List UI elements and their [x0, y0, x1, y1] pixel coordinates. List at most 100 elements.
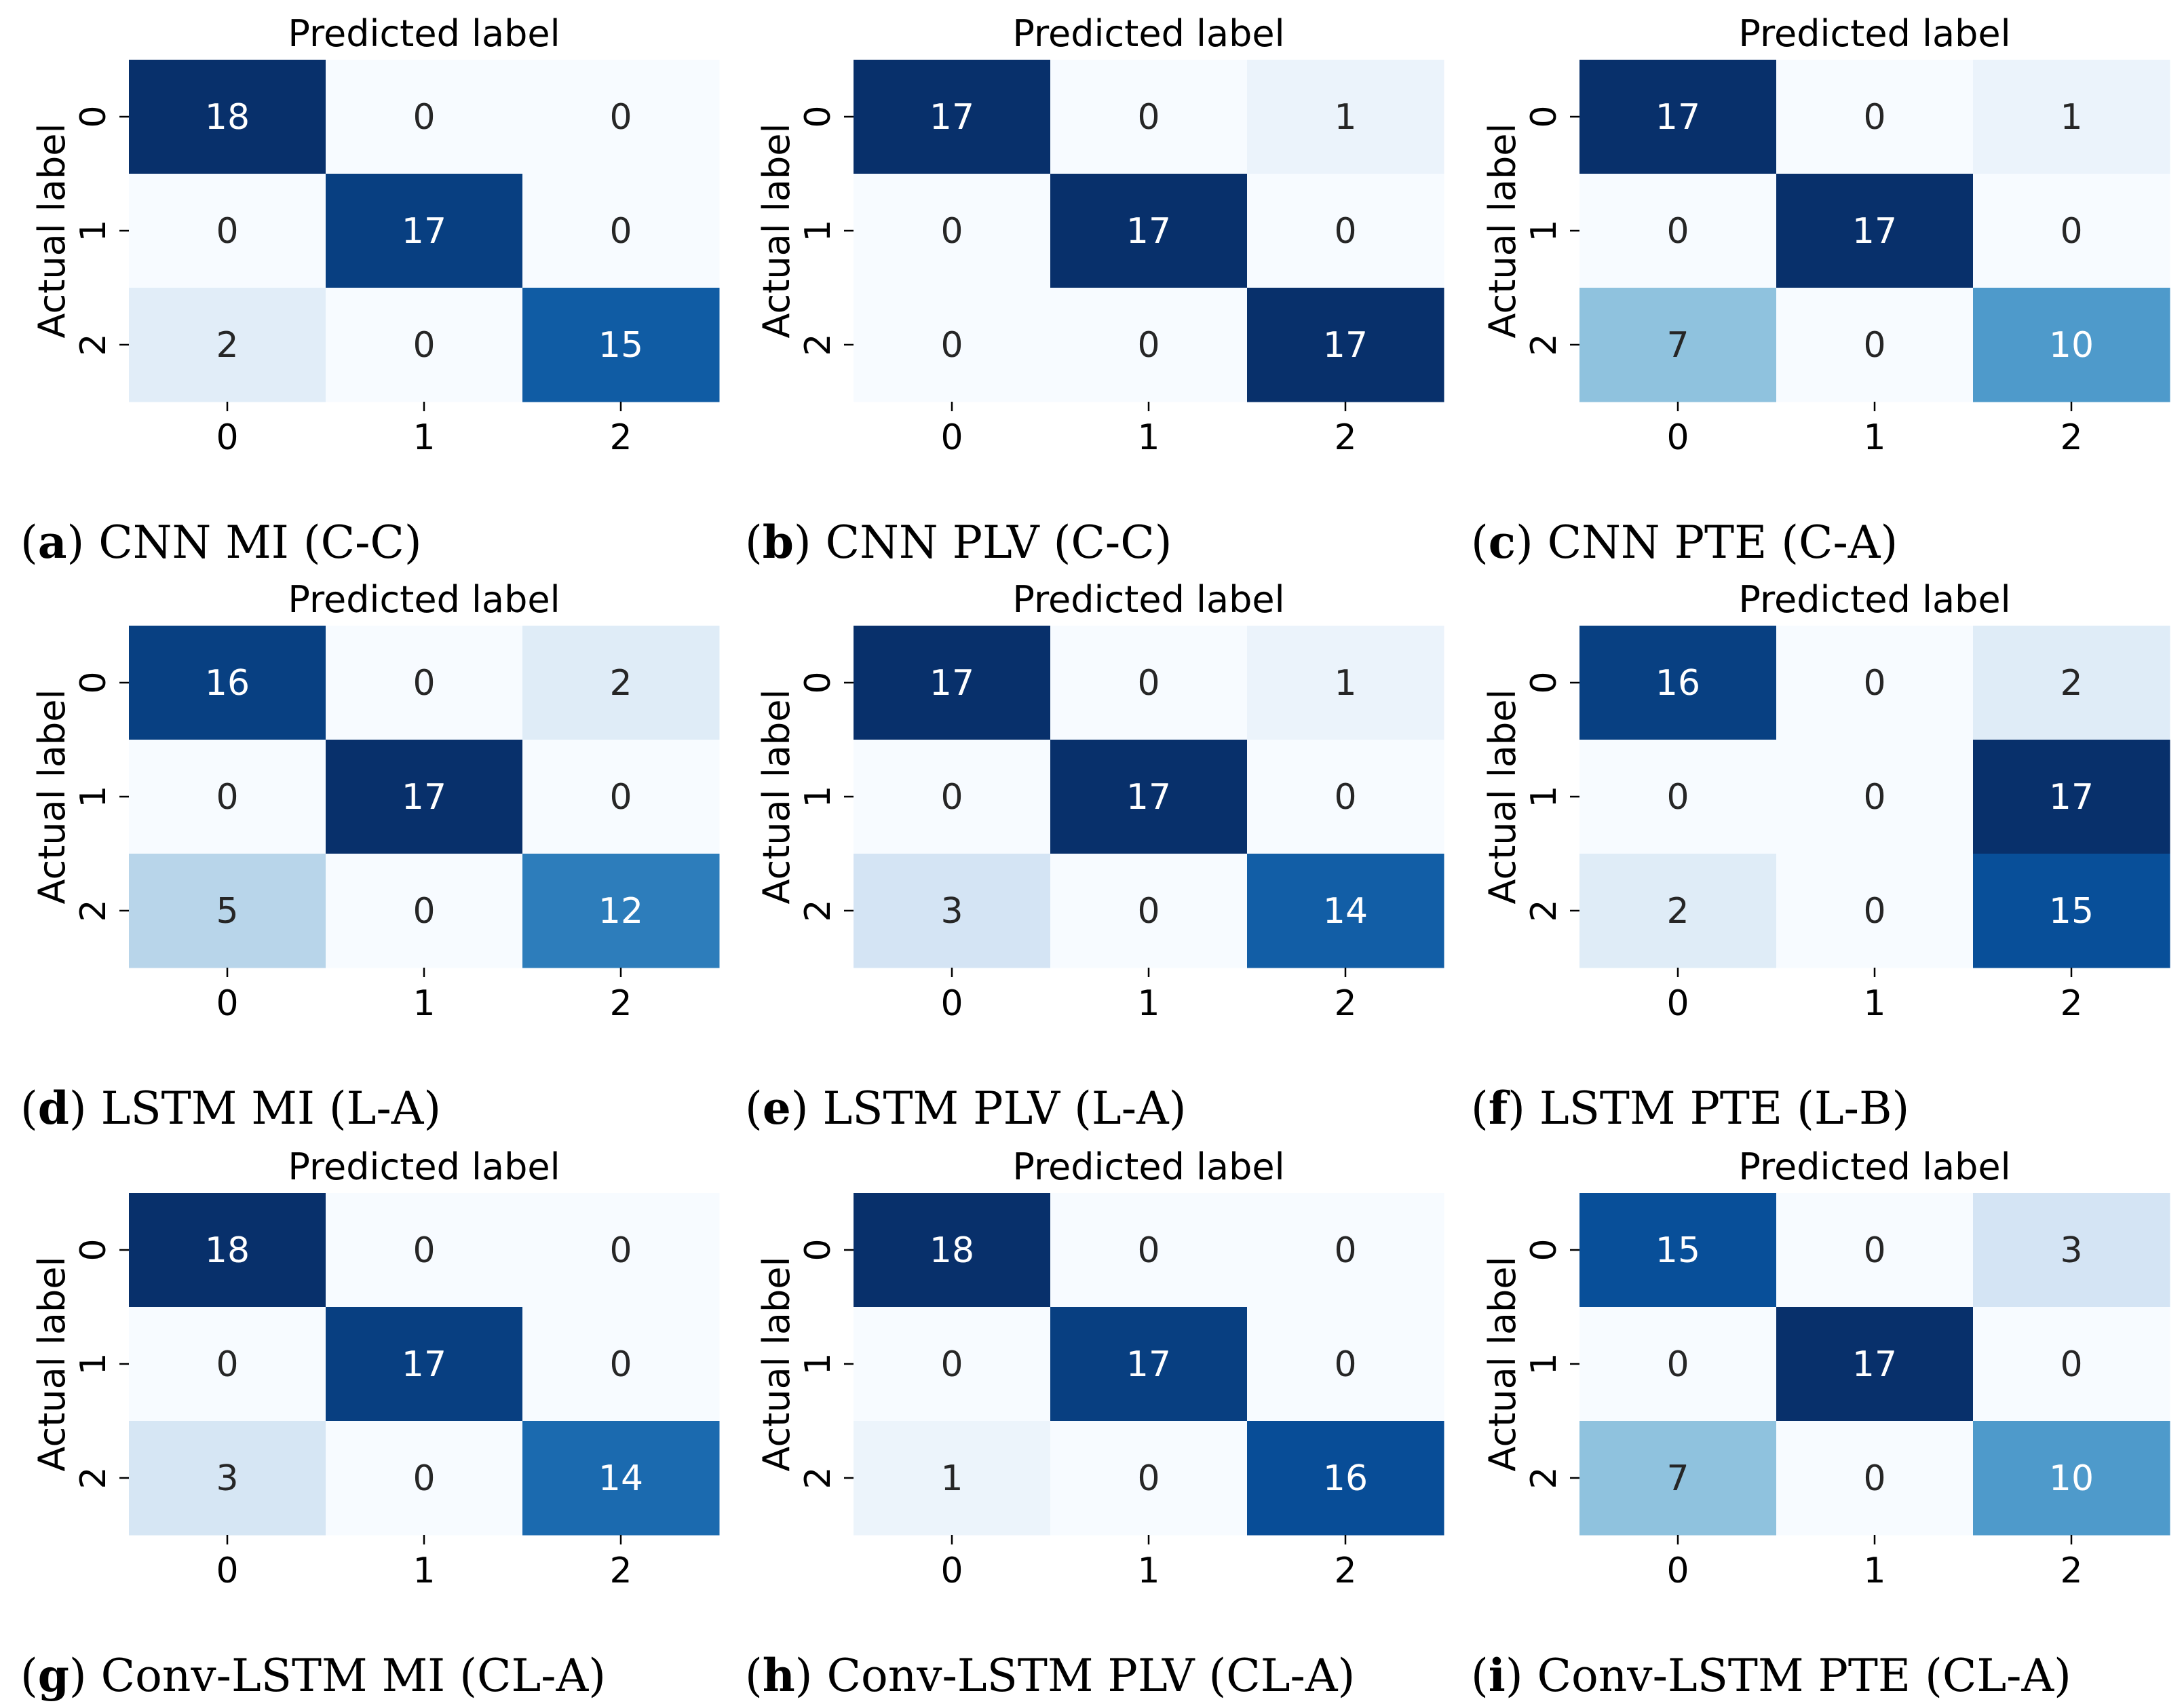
cell-value-g-0-2: 0: [609, 1230, 632, 1271]
cell-value-d-1-0: 0: [216, 777, 238, 818]
x-tick-label-b-0: 0: [940, 417, 963, 458]
caption-a: (a) CNN MI (C-C): [20, 516, 422, 569]
caption-open-paren: (: [20, 1650, 38, 1702]
cell-value-b-1-1: 17: [1126, 211, 1171, 252]
caption-d: (d) LSTM MI (L-A): [20, 1082, 441, 1135]
predicted-label-c: Predicted label: [1738, 12, 2010, 55]
heatmap-cell-g-2-1: [326, 1421, 523, 1536]
y-tick-label-i-2: 2: [1524, 1466, 1565, 1489]
caption-text: ) Conv-LSTM MI (CL-A): [69, 1650, 606, 1702]
cell-value-f-2-1: 0: [1863, 891, 1885, 932]
heatmap-cell-d-1-2: [522, 740, 720, 854]
heatmap-cell-a-0-2: [522, 60, 720, 174]
caption-open-paren: (: [20, 516, 38, 569]
cell-value-e-2-2: 14: [1323, 891, 1368, 932]
heatmap-cell-f-2-1: [1776, 854, 1974, 968]
heatmap-cell-f-0-1: [1776, 626, 1974, 740]
heatmap-cell-a-0-0: [129, 60, 326, 174]
heatmap-cell-d-2-1: [326, 854, 523, 968]
heatmap-cell-e-0-2: [1247, 626, 1444, 740]
heatmap-cell-g-2-0: [129, 1421, 326, 1536]
cell-value-h-1-0: 0: [940, 1344, 963, 1385]
heatmap-cell-i-1-2: [1973, 1307, 2170, 1422]
cell-value-i-1-0: 0: [1666, 1344, 1689, 1385]
cell-value-b-2-2: 17: [1323, 325, 1368, 366]
cell-value-a-0-1: 0: [413, 97, 435, 138]
cell-value-b-0-1: 0: [1137, 97, 1160, 138]
y-tick-label-d-0: 0: [73, 671, 114, 694]
heatmap-cell-g-0-1: [326, 1193, 523, 1308]
cell-value-e-1-2: 0: [1334, 777, 1356, 818]
caption-open-paren: (: [745, 516, 763, 569]
heatmap-cell-e-2-1: [1050, 854, 1248, 968]
cell-value-b-1-2: 0: [1334, 211, 1356, 252]
caption-open-paren: (: [1471, 1650, 1489, 1702]
caption-open-paren: (: [1471, 516, 1489, 569]
cell-value-d-0-0: 16: [205, 663, 250, 704]
cell-value-h-2-2: 16: [1323, 1458, 1368, 1499]
cell-value-c-1-1: 17: [1852, 211, 1897, 252]
cell-value-f-1-1: 0: [1863, 777, 1885, 818]
x-tick-label-h-0: 0: [940, 1551, 963, 1591]
predicted-label-i: Predicted label: [1738, 1145, 2010, 1188]
x-tick-label-d-0: 0: [216, 983, 238, 1024]
x-tick-label-f-2: 2: [2060, 983, 2082, 1024]
cell-value-d-0-2: 2: [609, 663, 632, 704]
cell-value-h-1-2: 0: [1334, 1344, 1356, 1385]
cell-value-c-0-2: 1: [2060, 97, 2082, 138]
caption-g: (g) Conv-LSTM MI (CL-A): [20, 1649, 606, 1702]
cell-value-c-1-0: 0: [1666, 211, 1689, 252]
caption-open-paren: (: [745, 1650, 763, 1702]
cell-value-e-2-1: 0: [1137, 891, 1160, 932]
cell-value-b-1-0: 0: [940, 211, 963, 252]
cell-value-g-1-0: 0: [216, 1344, 238, 1385]
heatmap-cell-g-1-2: [522, 1307, 720, 1422]
actual-label-c: Actual label: [1481, 124, 1524, 339]
cell-value-g-1-2: 0: [609, 1344, 632, 1385]
cell-value-g-2-2: 14: [598, 1458, 643, 1499]
caption-text: ) LSTM MI (L-A): [69, 1082, 441, 1135]
cell-value-f-2-2: 15: [2049, 891, 2094, 932]
heatmap-cell-f-1-2: [1973, 740, 2170, 854]
x-tick-label-d-1: 1: [413, 983, 435, 1024]
heatmap-cell-h-2-1: [1050, 1421, 1248, 1536]
cell-value-h-1-1: 17: [1126, 1344, 1171, 1385]
y-tick-label-c-0: 0: [1524, 105, 1565, 128]
cell-value-f-0-2: 2: [2060, 663, 2082, 704]
predicted-label-e: Predicted label: [1012, 578, 1284, 621]
x-tick-label-c-1: 1: [1863, 417, 1885, 458]
heatmap-cell-a-1-2: [522, 174, 720, 288]
heatmap-cell-g-1-1: [326, 1307, 523, 1422]
caption-text: ) Conv-LSTM PTE (CL-A): [1506, 1650, 2071, 1702]
heatmap-cell-i-2-0: [1579, 1421, 1777, 1536]
x-tick-label-e-2: 2: [1334, 983, 1356, 1024]
heatmap-cell-i-0-1: [1776, 1193, 1974, 1308]
x-tick-label-a-0: 0: [216, 417, 238, 458]
heatmap-cell-b-2-1: [1050, 288, 1248, 402]
caption-panel-letter: d: [38, 1082, 69, 1135]
y-tick-label-g-1: 1: [73, 1352, 114, 1375]
caption-open-paren: (: [20, 1082, 38, 1135]
cell-value-c-2-1: 0: [1863, 325, 1885, 366]
heatmap-cell-b-2-2: [1247, 288, 1444, 402]
heatmap-cell-a-2-0: [129, 288, 326, 402]
caption-panel-letter: a: [38, 516, 67, 569]
x-tick-label-e-1: 1: [1137, 983, 1160, 1024]
heatmap-cell-f-1-1: [1776, 740, 1974, 854]
caption-text: ) Conv-LSTM PLV (CL-A): [795, 1650, 1356, 1702]
cell-value-i-2-0: 7: [1666, 1458, 1689, 1499]
y-tick-label-a-0: 0: [73, 105, 114, 128]
y-tick-label-d-1: 1: [73, 785, 114, 808]
cell-value-g-0-1: 0: [413, 1230, 435, 1271]
heatmap-cell-f-1-0: [1579, 740, 1777, 854]
heatmap-cell-c-0-1: [1776, 60, 1974, 174]
x-tick-label-g-2: 2: [609, 1551, 632, 1591]
caption-b: (b) CNN PLV (C-C): [745, 516, 1172, 569]
cell-value-g-1-1: 17: [402, 1344, 446, 1385]
y-tick-label-e-0: 0: [798, 671, 839, 694]
cell-value-i-0-2: 3: [2060, 1230, 2082, 1271]
cell-value-f-0-0: 16: [1655, 663, 1700, 704]
heatmap-cell-d-0-1: [326, 626, 523, 740]
caption-c: (c) CNN PTE (C-A): [1471, 516, 1898, 569]
